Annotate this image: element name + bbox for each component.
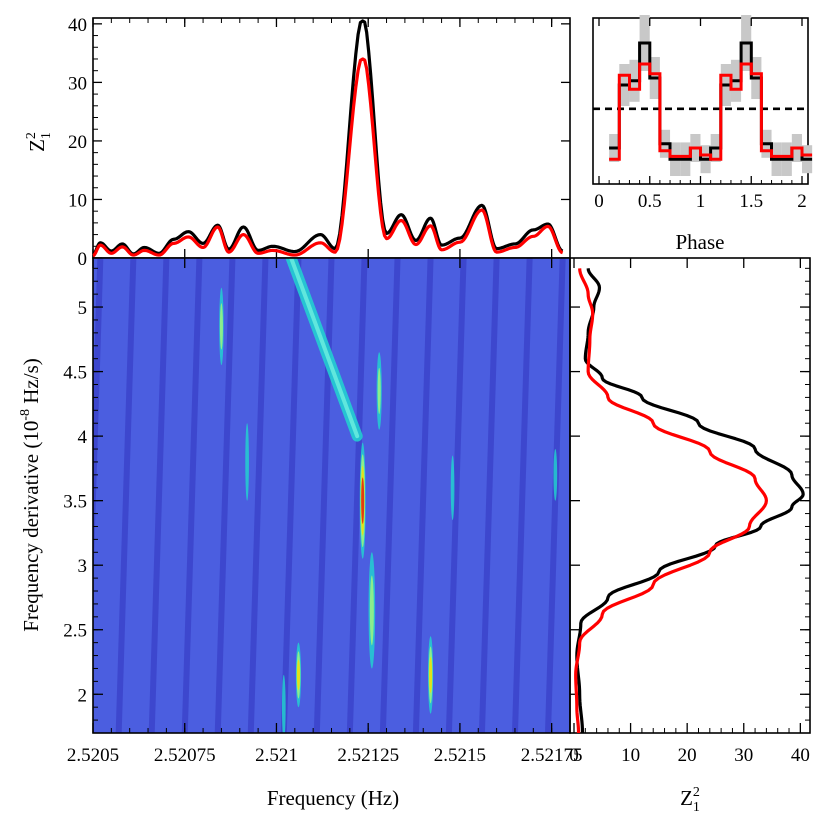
right-panel-frame <box>569 257 811 734</box>
main-xtick-label: 2.5205 <box>67 745 119 766</box>
heatmap-background <box>93 258 570 733</box>
main-xtick-label: 2.5215 <box>434 745 486 766</box>
inset-xlabel: Phase <box>676 230 725 254</box>
main-xtick-label: 2.52075 <box>154 745 216 766</box>
main-xlabel: Frequency (Hz) <box>267 786 399 810</box>
heatmap-streak <box>181 258 203 733</box>
heatmap-blob <box>369 575 374 646</box>
main-ylabel-tail: Hz/s) <box>19 358 43 409</box>
main-ytick-label: 4.5 <box>63 363 87 384</box>
heatmap-blob <box>296 659 300 690</box>
top-ylabel-sup: 2 <box>24 132 39 139</box>
right-xtick-label: 40 <box>791 745 810 766</box>
heatmap-streak <box>412 258 434 733</box>
heatmap-streak <box>115 258 137 733</box>
heatmap-blob <box>219 303 223 350</box>
heatmap-streak <box>478 258 500 733</box>
heatmap-blob <box>450 455 455 521</box>
heatmap-streak <box>247 258 269 733</box>
heatmap-streak <box>93 258 104 593</box>
inset-xtick-label: 1 <box>696 191 706 212</box>
top-ytick-label: 0 <box>78 249 88 270</box>
main-ytick-label: 2 <box>78 685 88 706</box>
heatmap-image <box>93 258 570 733</box>
inset-xtick-label: 0 <box>594 191 604 212</box>
main-xtick-label: 2.52175 <box>521 745 583 766</box>
heatmap-blob <box>361 477 365 524</box>
heatmap-streak <box>148 258 170 733</box>
heatmap-streak <box>511 258 533 733</box>
top-panel-series <box>92 19 564 258</box>
right-xlabel-sub: 1 <box>693 800 700 815</box>
heatmap-streak <box>214 258 236 733</box>
heatmap-streak <box>313 258 335 733</box>
inset-series-red <box>609 62 813 161</box>
top-ylabel-sub: 1 <box>39 132 54 139</box>
main-ytick-label: 2.5 <box>63 621 87 642</box>
top-ytick-label: 30 <box>68 73 87 94</box>
inset-xtick-label: 1.5 <box>739 191 763 212</box>
inset-xtick-label: 0.5 <box>638 191 662 212</box>
main-ytick-label: 5 <box>78 298 88 319</box>
right-xtick-label: 0 <box>569 745 579 766</box>
inset-xtick-label: 2 <box>797 191 807 212</box>
main-xtick-label: 2.52125 <box>337 745 399 766</box>
heatmap-streak <box>346 258 368 733</box>
top-series-red <box>92 57 564 258</box>
main-ytick-label: 3 <box>78 556 88 577</box>
heatmap-blob <box>377 367 381 415</box>
right-series-red <box>574 268 768 734</box>
right-panel-x-ticks: 0 10 20 30 40 <box>569 258 810 766</box>
right-series-black <box>575 268 805 734</box>
heatmap-streak <box>379 258 401 733</box>
top-panel-frame <box>92 17 571 259</box>
top-series-black <box>92 19 564 257</box>
heatmap-panel: 2.5205 2.52075 2.521 2.52125 2.5215 2.52175 2 2… <box>18 257 583 810</box>
top-ylabel: Z12 <box>24 132 54 152</box>
main-ytick-label: 3.5 <box>63 492 87 513</box>
main-ylabel-sup: -8 <box>18 409 33 421</box>
heatmap-streak <box>445 258 467 733</box>
right-xlabel: Z12 <box>680 785 700 815</box>
heatmap-ridge-core <box>289 258 360 439</box>
main-ylabel-main: Frequency derivative (10 <box>19 421 43 632</box>
phase-inset-panel: 0 0.5 1 1.5 2 Phase <box>592 15 813 254</box>
heatmap-ticks: 2.5205 2.52075 2.521 2.52125 2.5215 2.52175 2 2… <box>63 258 583 766</box>
heatmap-streak <box>280 258 302 733</box>
top-ytick-label: 20 <box>68 132 87 153</box>
main-ylabel: Frequency derivative (10-8 Hz/s) <box>18 358 43 632</box>
main-xtick-label: 2.521 <box>255 745 298 766</box>
heatmap-blob <box>245 423 249 501</box>
right-xtick-label: 10 <box>621 745 640 766</box>
top-profile-panel: 0 10 20 30 40 Z12 <box>24 15 571 270</box>
inset-content: 0 0.5 1 1.5 2 <box>593 15 813 212</box>
right-xtick-label: 20 <box>678 745 697 766</box>
right-profile-panel: 0 10 20 30 40 Z12 <box>569 257 811 815</box>
heatmap-blob <box>281 674 286 733</box>
right-xtick-label: 30 <box>734 745 753 766</box>
top-ytick-label: 10 <box>68 190 87 211</box>
main-ytick-label: 4 <box>78 427 88 448</box>
top-ylabel-main: Z <box>25 139 49 152</box>
top-panel-y-ticks: 0 10 20 30 40 <box>68 15 571 270</box>
heatmap-blob <box>429 656 433 693</box>
top-ytick-label: 40 <box>68 15 87 36</box>
right-panel-series <box>574 268 805 734</box>
heatmap-blob <box>553 449 558 501</box>
right-xlabel-sup: 2 <box>693 785 700 800</box>
right-xlabel-main: Z <box>680 786 693 810</box>
